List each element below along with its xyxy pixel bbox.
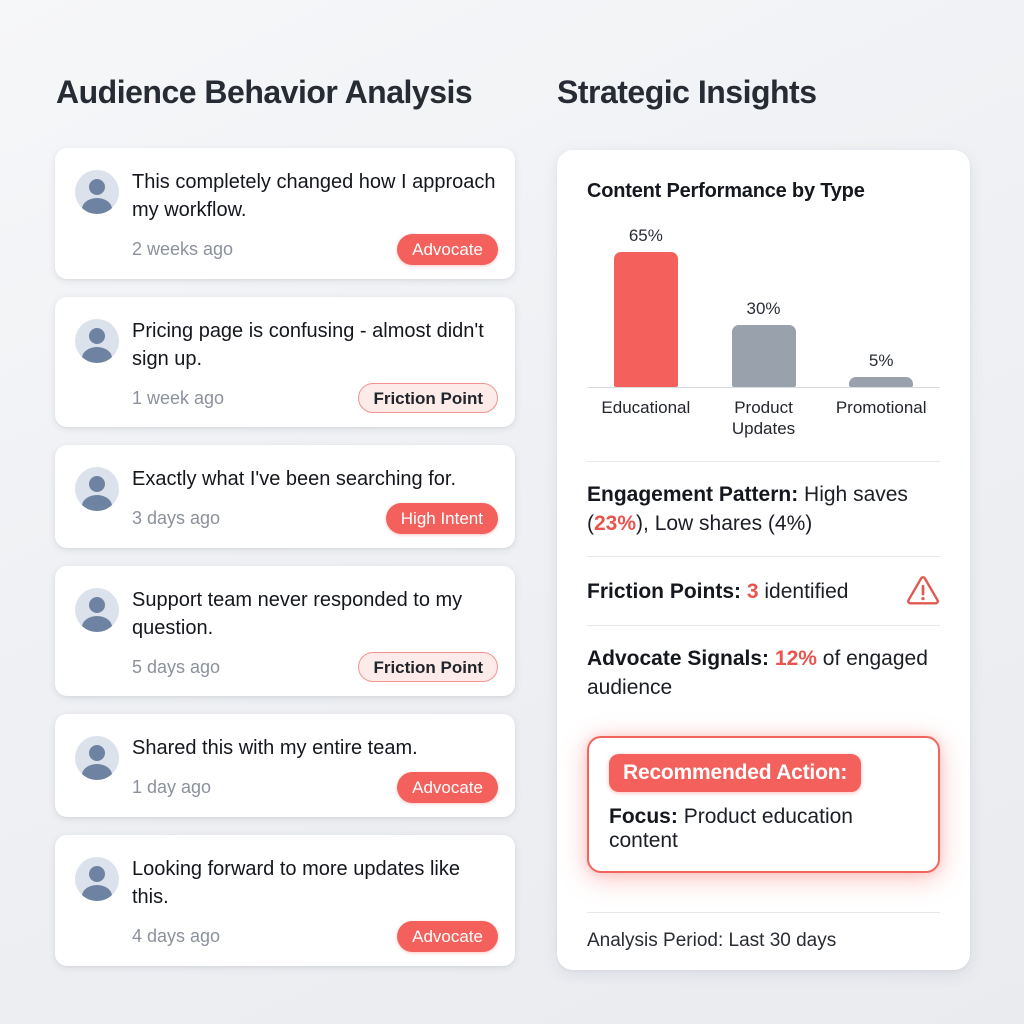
friction-point-badge[interactable]: Friction Point bbox=[358, 383, 498, 413]
analysis-period: Analysis Period: Last 30 days bbox=[587, 930, 837, 951]
bar-promotional bbox=[849, 377, 914, 387]
chart-title: Content Performance by Type bbox=[587, 180, 865, 202]
right-section-title: Strategic Insights bbox=[557, 74, 817, 110]
feedback-text: This completely changed how I approach m… bbox=[132, 171, 496, 221]
user-avatar-icon bbox=[75, 170, 119, 214]
feedback-card[interactable]: Pricing page is confusing - almost didn'… bbox=[55, 297, 515, 427]
feedback-list: This completely changed how I approach m… bbox=[55, 148, 515, 966]
recommended-action-box[interactable]: Recommended Action: Focus: Product educa… bbox=[587, 736, 940, 873]
bar-product-updates bbox=[731, 325, 796, 387]
feedback-timestamp: 1 week ago bbox=[132, 387, 225, 408]
bar-value-label: 65% bbox=[628, 226, 663, 245]
friction-point-badge[interactable]: Friction Point bbox=[358, 652, 498, 682]
feedback-timestamp: 3 days ago bbox=[132, 508, 221, 528]
insights-panel: Content Performance by Type 65% 30% 5% E… bbox=[557, 150, 970, 970]
user-avatar-icon bbox=[75, 736, 119, 780]
feedback-timestamp: 1 day ago bbox=[132, 777, 212, 797]
recommended-action-badge: Recommended Action: bbox=[609, 754, 862, 792]
feedback-timestamp: 5 days ago bbox=[132, 656, 221, 677]
feedback-text: Shared this with my entire team. bbox=[132, 737, 418, 759]
bar-educational bbox=[613, 252, 678, 387]
category-label: Product Updates bbox=[731, 398, 796, 438]
user-avatar-icon bbox=[75, 857, 119, 901]
warning-triangle-icon bbox=[907, 576, 939, 605]
feedback-card[interactable]: Looking forward to more updates like thi… bbox=[55, 835, 515, 966]
recommendation-focus: Focus: Product education content bbox=[609, 805, 853, 852]
user-avatar-icon bbox=[75, 588, 119, 632]
friction-points-insight: Friction Points: 3 identified bbox=[587, 557, 940, 625]
feedback-text: Looking forward to more updates like thi… bbox=[132, 858, 460, 908]
feedback-card[interactable]: Exactly what I've been searching for. 3 … bbox=[55, 445, 515, 548]
category-label: Promotional bbox=[835, 398, 927, 417]
feedback-text: Exactly what I've been searching for. bbox=[132, 468, 456, 490]
high-intent-badge[interactable]: High Intent bbox=[385, 503, 498, 534]
advocate-badge[interactable]: Advocate bbox=[397, 234, 498, 265]
chart-category-labels: Educational Product Updates Promotional bbox=[587, 397, 940, 439]
content-performance-bar-chart: 65% 30% 5% bbox=[587, 225, 940, 388]
feedback-card[interactable]: This completely changed how I approach m… bbox=[55, 148, 515, 279]
advocate-badge[interactable]: Advocate bbox=[397, 772, 498, 803]
feedback-text: Support team never responded to my quest… bbox=[132, 589, 463, 639]
bar-value-label: 5% bbox=[868, 351, 894, 370]
divider bbox=[587, 625, 940, 626]
feedback-card[interactable]: Shared this with my entire team. 1 day a… bbox=[55, 714, 515, 817]
feedback-card[interactable]: Support team never responded to my quest… bbox=[55, 566, 515, 696]
feedback-text: Pricing page is confusing - almost didn'… bbox=[132, 320, 484, 370]
user-avatar-icon bbox=[75, 467, 119, 511]
engagement-pattern-insight: Engagement Pattern: High saves (23%), Lo… bbox=[587, 483, 908, 535]
divider bbox=[587, 556, 940, 557]
feedback-timestamp: 2 weeks ago bbox=[132, 239, 234, 259]
advocate-signals-insight: Advocate Signals: 12% of engaged audienc… bbox=[587, 647, 928, 699]
friction-count: 3 bbox=[746, 579, 759, 603]
user-avatar-icon bbox=[75, 319, 119, 363]
advocate-percentage: 12% bbox=[774, 647, 817, 670]
feedback-timestamp: 4 days ago bbox=[132, 926, 221, 946]
left-section-title: Audience Behavior Analysis bbox=[56, 74, 473, 110]
category-label: Educational bbox=[601, 398, 691, 417]
divider bbox=[587, 461, 940, 462]
saves-percentage: 23% bbox=[594, 512, 637, 535]
bar-value-label: 30% bbox=[746, 299, 781, 318]
advocate-badge[interactable]: Advocate bbox=[397, 921, 498, 952]
divider bbox=[587, 912, 940, 913]
